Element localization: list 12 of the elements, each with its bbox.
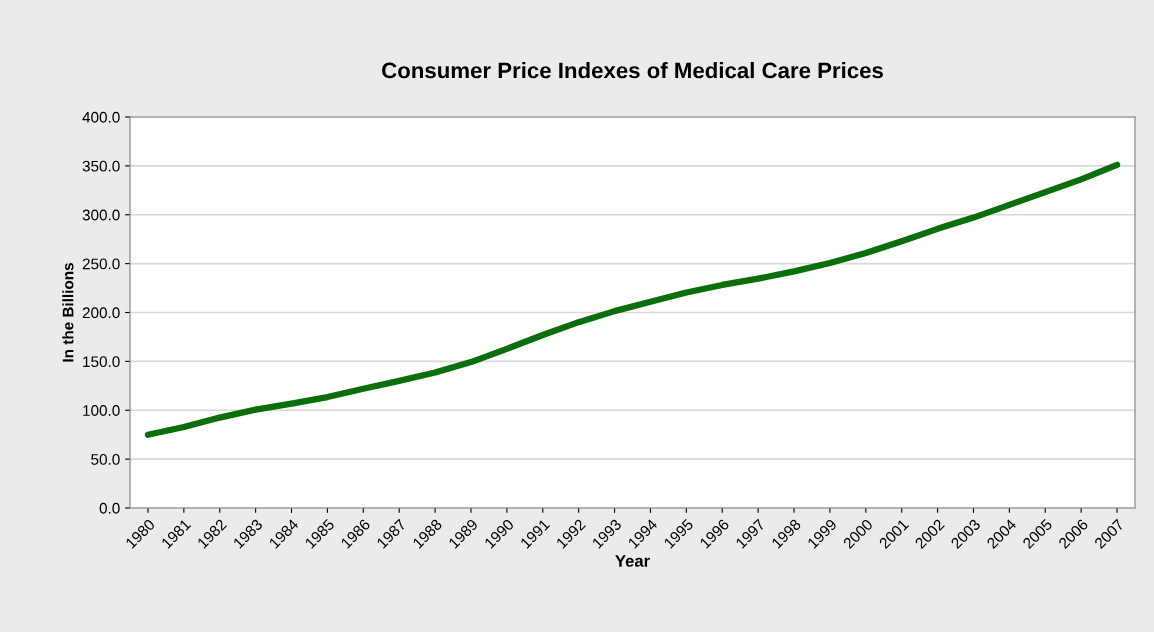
y-tick-label: 400.0 [82, 111, 120, 123]
y-tick-label: 250.0 [82, 258, 120, 270]
y-tick-label: 350.0 [82, 160, 120, 172]
chart-title: Consumer Price Indexes of Medical Care Prices [382, 62, 883, 79]
y-tick-label: 100.0 [83, 405, 120, 416]
y-tick-label: 150.0 [83, 356, 120, 368]
y-axis-title: In the Billions [62, 263, 74, 362]
y-tick-label: 300.0 [82, 209, 120, 221]
y-tick-label: 200.0 [82, 307, 120, 319]
y-tick-label: 0.0 [99, 502, 120, 514]
y-tick-label: 50.0 [91, 453, 120, 465]
x-axis-title: Year [615, 555, 650, 567]
